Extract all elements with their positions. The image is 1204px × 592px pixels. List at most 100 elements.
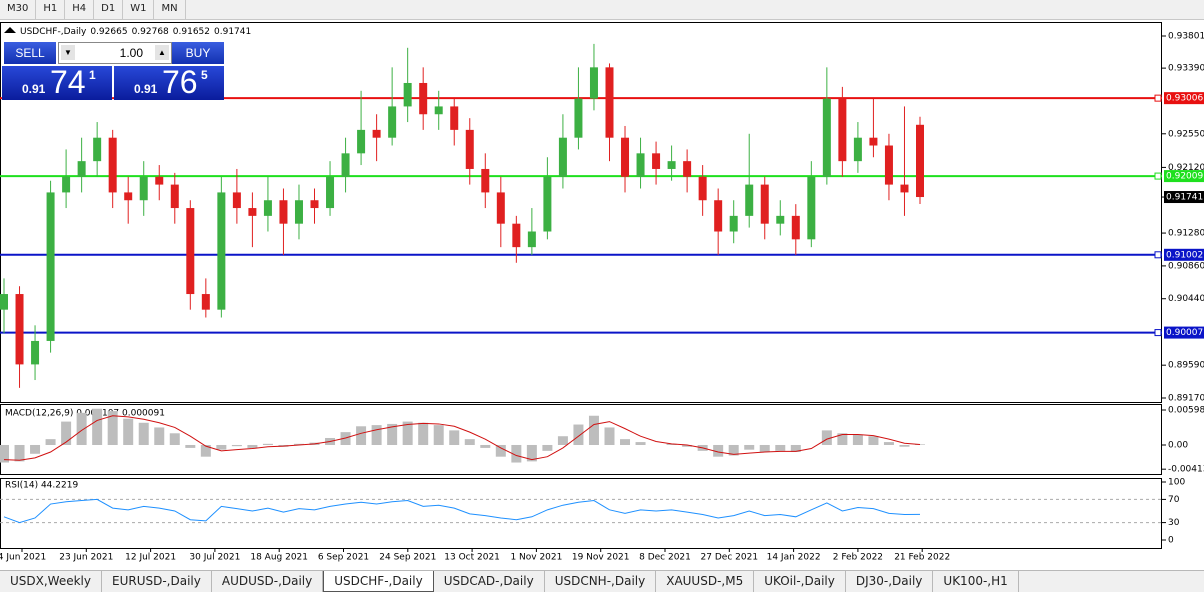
macd-bar [744, 444, 755, 450]
rsi-frame [0, 478, 1162, 549]
macd-bar [728, 444, 739, 456]
buy-price[interactable]: 0.91 76 5 [114, 64, 224, 100]
candle-body [31, 340, 40, 365]
macd-bar [0, 444, 9, 463]
y-tick-label: 0.93801 [1168, 31, 1204, 41]
candle-body [729, 215, 738, 232]
macd-bar [154, 427, 165, 445]
macd-bar [915, 444, 925, 445]
level-handle [1154, 329, 1162, 337]
x-tick-label: 1 Nov 2021 [510, 553, 562, 563]
one-click-trading: SELL ▼ 1.00 ▲ BUY 0.91 74 1 0.91 76 5 [2, 42, 224, 100]
candle-body [621, 137, 630, 177]
chart-tab[interactable]: UKOil-,Daily [754, 571, 846, 592]
level-label: 0.93006 [1166, 94, 1203, 104]
chart-tab[interactable]: USDCAD-,Daily [434, 571, 545, 592]
candle-body [310, 200, 319, 209]
x-tick-label: 24 Sep 2021 [379, 553, 436, 563]
chart-tab[interactable]: EURUSD-,Daily [102, 571, 212, 592]
header-field: 0.91741 [214, 27, 251, 37]
candle-body [481, 168, 490, 193]
y-tick-label: 0.89590 [1168, 361, 1204, 371]
header-field: 0.91652 [173, 27, 210, 37]
candle-body [124, 192, 133, 201]
lots-up[interactable]: ▲ [155, 45, 169, 60]
lots-down[interactable]: ▼ [61, 45, 75, 60]
macd-bar [899, 444, 910, 447]
candle-body [574, 98, 583, 138]
candle-body [698, 176, 707, 201]
x-tick-label: 21 Feb 2022 [894, 553, 950, 563]
y-tick-label: 0.92550 [1168, 129, 1204, 139]
candle-body [916, 124, 924, 198]
chart-tab[interactable]: AUDUSD-,Daily [212, 571, 324, 592]
candle-body [714, 200, 723, 232]
candle-body [776, 215, 785, 224]
timeframe-button[interactable]: W1 [123, 0, 155, 19]
candle-body [279, 200, 288, 224]
level-label: 0.91002 [1166, 250, 1203, 260]
chart-tab[interactable]: DJ30-,Daily [846, 571, 934, 592]
macd-bar [868, 436, 879, 445]
macd-bar [61, 421, 72, 445]
chart-tab[interactable]: USDCNH-,Daily [545, 571, 657, 592]
candle-body [900, 184, 909, 193]
candle-body [791, 215, 800, 240]
current-price-label: 0.91741 [1166, 193, 1203, 203]
candle-body [201, 294, 210, 310]
timeframe-button[interactable]: M30 [0, 0, 37, 19]
macd-bar [123, 418, 134, 445]
sell-price[interactable]: 0.91 74 1 [2, 64, 112, 100]
lots-input[interactable]: ▼ 1.00 ▲ [58, 42, 172, 64]
candle-body [496, 192, 505, 224]
macd-bar [45, 439, 56, 445]
lots-value: 1.00 [119, 46, 143, 60]
macd-bar [216, 444, 227, 450]
candle-body [139, 176, 148, 201]
macd-bar [557, 436, 568, 445]
timeframe-button[interactable]: H1 [36, 0, 66, 19]
macd-bar [604, 427, 615, 445]
macd-bar [464, 439, 475, 445]
level-label-box [1164, 248, 1204, 261]
candle-body [512, 223, 521, 248]
macd-bar [775, 444, 786, 451]
buy-button[interactable]: BUY [172, 42, 224, 64]
macd-bar [852, 434, 863, 445]
macd-bar [526, 444, 537, 462]
chart-tab[interactable]: USDX,Weekly [0, 571, 102, 592]
level-label: 0.92009 [1166, 172, 1203, 182]
timeframe-button[interactable]: MN [154, 0, 186, 19]
chart-tab[interactable]: USDCHF-,Daily [323, 571, 434, 592]
timeframe-button[interactable]: H4 [65, 0, 95, 19]
macd-bar [588, 415, 599, 445]
sell-price-frac: 1 [89, 68, 96, 82]
chart-tabs: USDX,Weekly EURUSD-,Daily AUDUSD-,Daily USD… [0, 570, 1204, 592]
macd-bar [293, 443, 304, 445]
macd-bar [883, 442, 894, 445]
macd-bar [449, 430, 460, 445]
level-handle [1154, 251, 1162, 259]
candle-body [527, 231, 536, 248]
candle-body [838, 98, 847, 162]
candle-body [217, 192, 226, 310]
candle-body [636, 153, 645, 177]
rsi-label: RSI(14) 44.2219 [5, 481, 78, 491]
x-tick-label: 30 Jul 2021 [189, 553, 240, 563]
sell-button[interactable]: SELL [4, 42, 56, 64]
macd-bar [247, 444, 258, 448]
y-tick-label: 100 [1168, 478, 1185, 488]
buy-price-frac: 5 [201, 68, 208, 82]
candle-body [853, 137, 862, 162]
macd-bar [185, 444, 196, 448]
candle-body [93, 137, 102, 162]
macd-bar [340, 432, 351, 445]
candle-body [683, 161, 692, 177]
chart-tab[interactable]: UK100-,H1 [933, 571, 1019, 592]
y-tick-label: 0.90860 [1168, 261, 1204, 271]
chart-tab[interactable]: XAUUSD-,M5 [656, 571, 755, 592]
timeframe-button[interactable]: D1 [94, 0, 124, 19]
candle-body [388, 106, 397, 138]
macd-bar [107, 411, 118, 445]
x-tick-label: 12 Jul 2021 [125, 553, 176, 563]
